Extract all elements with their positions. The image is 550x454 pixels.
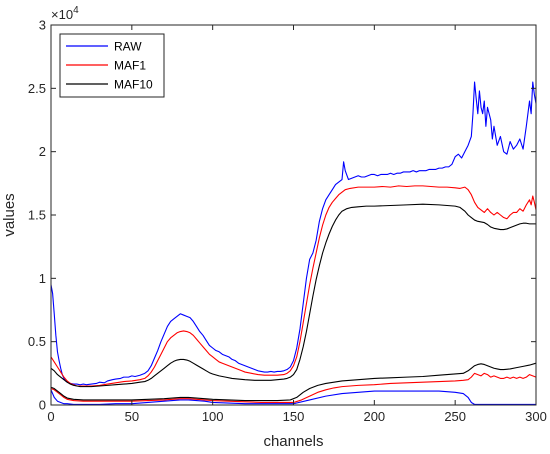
x-tick-label: 50 xyxy=(125,409,139,424)
y-tick-label: 2.5 xyxy=(28,81,46,96)
x-tick-label: 300 xyxy=(525,409,547,424)
series-line-maf1-2 xyxy=(50,372,537,404)
x-axis-title: channels xyxy=(263,433,323,450)
y-axis-title: values xyxy=(1,193,18,236)
series-line-raw-1 xyxy=(50,81,537,386)
y-tick-label: 0.5 xyxy=(28,334,46,349)
series-line-maf10-1 xyxy=(50,203,536,388)
y-tick-label: 1 xyxy=(39,271,46,286)
legend-label-raw: RAW xyxy=(114,40,142,54)
y-tick-label: 3 xyxy=(39,18,46,33)
legend-label-maf10: MAF10 xyxy=(114,78,153,92)
exponent-power: 4 xyxy=(73,5,79,16)
series-line-maf10-2 xyxy=(50,362,537,402)
y-tick-label: 0 xyxy=(39,398,46,413)
y-tick-label: 1.5 xyxy=(28,208,46,223)
x-tick-label: 0 xyxy=(47,409,54,424)
x-tick-label: 250 xyxy=(444,409,466,424)
series-line-maf1-1 xyxy=(50,185,537,387)
series-layer xyxy=(50,81,537,405)
legend-label-maf1: MAF1 xyxy=(114,59,146,73)
series-line-raw-2 xyxy=(50,389,536,405)
x-tick-label: 150 xyxy=(283,409,305,424)
axes-layer: 0 50 100 150 200 250 300 0 0.5 1 1.5 2 2.5 3 xyxy=(28,18,547,425)
x-tick-label: 100 xyxy=(202,409,224,424)
y-axis-exponent: ×104 xyxy=(51,5,79,22)
exponent-base: ×10 xyxy=(51,7,73,22)
y-tick-label: 2 xyxy=(39,144,46,159)
x-tick-label: 200 xyxy=(363,409,385,424)
legend: RAW MAF1 MAF10 xyxy=(59,33,165,98)
